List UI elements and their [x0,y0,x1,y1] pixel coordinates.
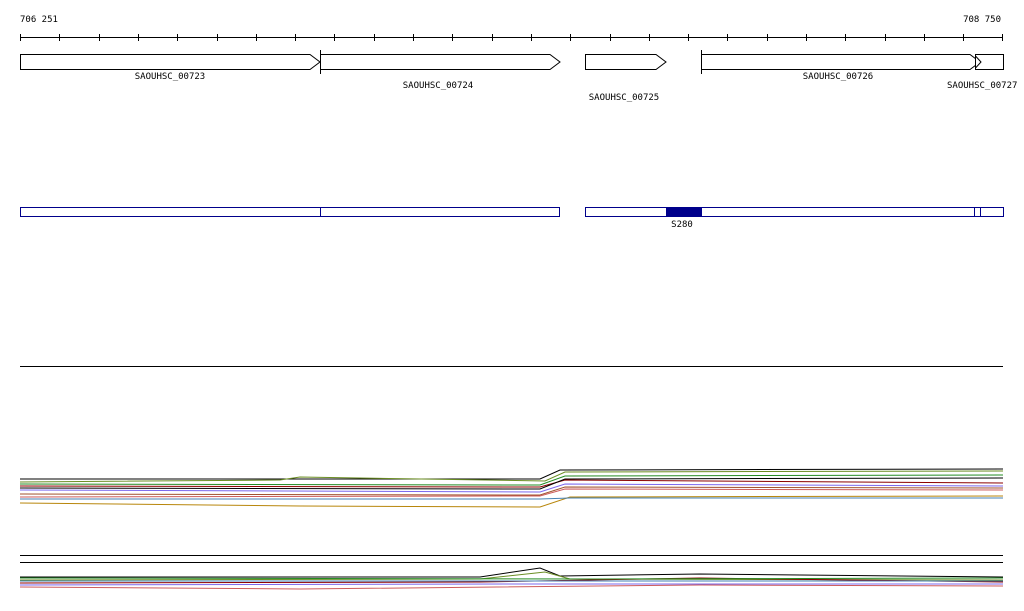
trace [19,483,1004,493]
trace [19,488,1004,498]
gene-label: SAOUHSC_00726 [803,72,873,82]
coverage-traces [19,567,1004,590]
gene-label: SAOUHSC_00725 [589,93,659,103]
gene-arrow [20,54,321,70]
gene-box [975,54,1004,70]
gene-label: SAOUHSC_00727 [947,81,1017,91]
gene-label: SAOUHSC_00724 [403,81,473,91]
ruler-start: 706 251 [20,15,58,25]
trace [19,583,1003,586]
feature-highlight [666,207,702,217]
gene-arrow [585,54,667,70]
trace [19,577,1004,584]
gene-arrow [320,54,561,70]
trace [19,474,1004,486]
trace [19,470,1004,483]
ruler-end: 708 750 [963,15,1001,25]
feature-block [585,207,1004,217]
trace [20,468,1004,480]
trace [19,571,1004,581]
gene-arrow-tip [975,55,982,69]
gene-label: SAOUHSC_00723 [135,72,205,82]
trace [19,584,1004,590]
gene-arrow [701,54,981,70]
trace [19,477,1004,490]
trace [19,577,1004,580]
trace [19,495,1004,508]
feature-block [20,207,560,217]
feature-label: S280 [671,220,693,230]
trace [19,486,1004,496]
coverage-traces [19,468,1004,508]
trace [20,497,1003,500]
ruler-ticks [20,34,1003,41]
trace [20,567,1004,578]
